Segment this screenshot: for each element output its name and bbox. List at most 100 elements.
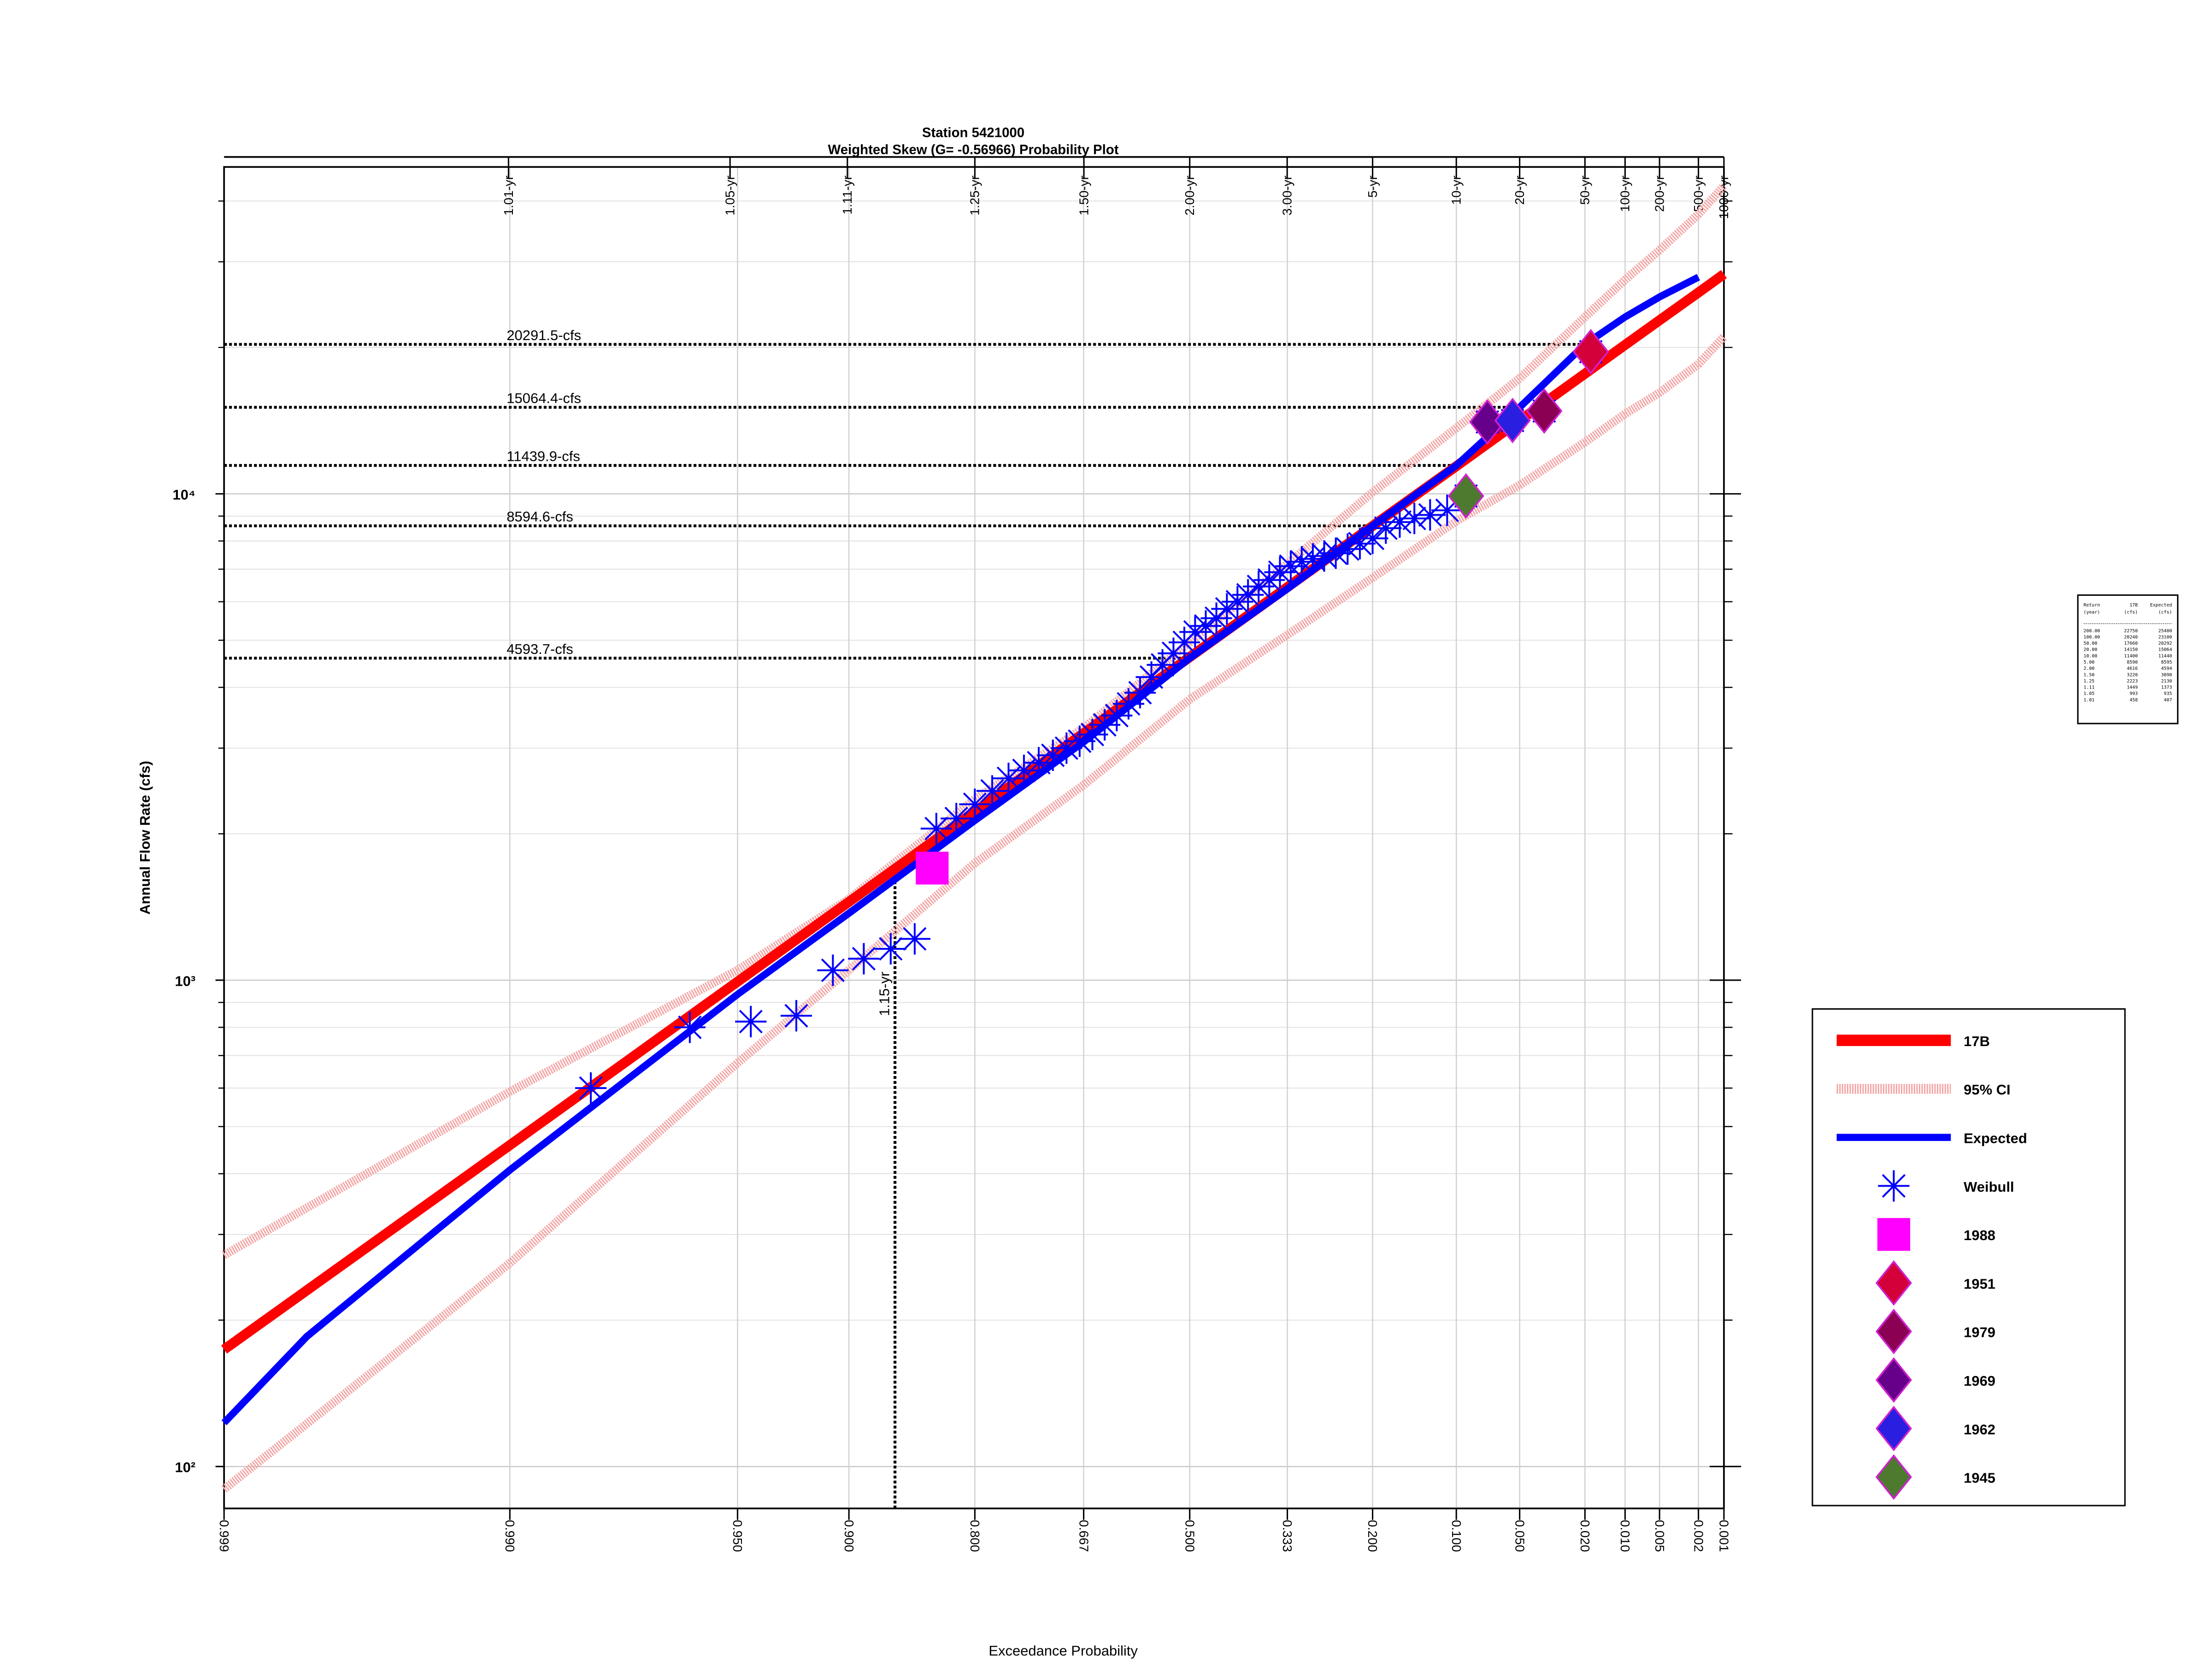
x-tick-label: 0.010: [1618, 1520, 1632, 1552]
weibull-point: [780, 1000, 812, 1032]
x-tick-label: 0.050: [1512, 1520, 1527, 1552]
table-cell: 25400: [2159, 629, 2172, 634]
weibull-point: [1384, 506, 1416, 538]
asterisk-stroke: [1279, 554, 1303, 578]
table-cell: 1.50: [2083, 672, 2094, 677]
legend-label: 1962: [1964, 1421, 1995, 1437]
legend-label: 1945: [1964, 1470, 1995, 1486]
weibull-point: [1357, 523, 1388, 554]
asterisk-stroke: [678, 1015, 702, 1039]
asterisk-stroke: [924, 817, 948, 841]
y-tick-label: 10⁴: [173, 487, 196, 503]
weibull-point: [1064, 725, 1095, 757]
weibull-point: [575, 1072, 607, 1104]
table-cell: 3220: [2127, 672, 2138, 677]
x-tick-label: 0.002: [1691, 1520, 1706, 1552]
table-cell: 2223: [2127, 679, 2138, 684]
table-cell: 3090: [2161, 672, 2172, 677]
table-cell: 935: [2164, 691, 2172, 696]
y-tick-label: 10³: [175, 973, 196, 989]
asterisk-stroke: [1257, 568, 1281, 592]
weibull-point: [1135, 661, 1167, 693]
weibull-point: [1414, 499, 1446, 531]
x-tick-label: 0.100: [1449, 1520, 1464, 1552]
asterisk-stroke: [739, 1010, 763, 1034]
weibull-point: [1112, 688, 1144, 720]
asterisk-stroke: [1374, 516, 1398, 540]
table-cell: 8590: [2127, 660, 2138, 665]
weibull-point: [875, 933, 906, 965]
legend-label: 1969: [1964, 1373, 1995, 1389]
weibull-point: [735, 1006, 767, 1037]
table-cell: 50.00: [2083, 641, 2097, 646]
annotation-label: 15064.4-cfs: [506, 390, 581, 406]
table-cell: 22750: [2124, 629, 2138, 634]
legend-label: 17B: [1964, 1033, 1990, 1049]
y-tick-label: 10²: [175, 1459, 196, 1476]
x-tick-label: 0.950: [730, 1520, 745, 1552]
top-tick-label: 100-yr: [1618, 176, 1632, 212]
top-tick-label: 1.25-yr: [968, 176, 982, 216]
top-tick-label: 1.50-yr: [1077, 176, 1091, 216]
table-cell: 1449: [2127, 685, 2138, 690]
table-cell: 4616: [2127, 666, 2138, 671]
weibull-point: [817, 954, 849, 986]
asterisk-stroke: [944, 806, 968, 830]
diamond-marker: [1447, 473, 1484, 519]
x-tick-label: 0.500: [1182, 1520, 1197, 1552]
table-cell: 1.11: [2083, 685, 2094, 690]
legend-swatch: [1877, 1218, 1911, 1251]
table-header: Expected: [2150, 603, 2172, 608]
x-tick-label: 0.800: [968, 1520, 982, 1552]
table-cell: 2130: [2161, 679, 2172, 684]
x-tick-label: 0.900: [842, 1520, 856, 1552]
top-tick-label: 5-yr: [1365, 176, 1380, 198]
table-header: 17B: [2130, 603, 2138, 608]
asterisk-stroke: [1105, 704, 1129, 728]
x-tick-label: 0.200: [1365, 1520, 1380, 1552]
asterisk-stroke: [903, 927, 927, 951]
table-cell: 100.00: [2083, 635, 2100, 640]
top-tick-label: 2.00-yr: [1182, 176, 1197, 216]
legend-label: Weibull: [1964, 1179, 2014, 1195]
table-cell: 1.05: [2083, 691, 2094, 696]
weibull-point: [1037, 739, 1069, 771]
weibull-point: [993, 762, 1024, 794]
legend-label: Expected: [1964, 1130, 2027, 1147]
asterisk-stroke: [1348, 532, 1372, 556]
x-tick-label: 0.999: [217, 1520, 231, 1552]
weibull-point: [959, 788, 991, 820]
legend-swatch: [1878, 1170, 1910, 1202]
table-cell: 17660: [2124, 641, 2138, 646]
legend-label: 1979: [1964, 1324, 1995, 1341]
table-cell: 200.00: [2083, 629, 2100, 634]
legend-swatch: [1875, 1454, 1912, 1500]
table-cell: 1.25: [2083, 679, 2094, 684]
chart-subtitle: Weighted Skew (G= -0.56966) Probability …: [828, 142, 1118, 157]
asterisk-stroke: [996, 766, 1021, 790]
diamond-marker: [1572, 329, 1609, 375]
annotation-label: 8594.6-cfs: [506, 509, 573, 525]
asterisk-stroke: [1402, 506, 1426, 530]
table-cell: 14150: [2124, 647, 2138, 653]
series-line: [221, 274, 1700, 1425]
top-tick-label: 3.00-yr: [1280, 176, 1294, 216]
square-marker: [916, 852, 949, 885]
x-tick-label: 0.001: [1717, 1520, 1731, 1552]
asterisk-stroke: [852, 947, 876, 971]
table-cell: 23100: [2159, 635, 2172, 640]
y-axis-label: Annual Flow Rate (cfs): [137, 761, 153, 915]
table-cell: 15064: [2159, 647, 2172, 653]
legend-box: [1812, 1008, 2126, 1506]
asterisk-stroke: [963, 792, 987, 816]
table-cell: 1373: [2161, 685, 2172, 690]
asterisk-stroke: [1194, 614, 1218, 638]
table-cell: 10.00: [2083, 653, 2097, 659]
weibull-point: [976, 775, 1008, 807]
legend-swatch: [1875, 1308, 1912, 1354]
table-cell: 5.00: [2083, 660, 2094, 665]
asterisk-stroke: [879, 937, 903, 961]
return-table-box: [2077, 594, 2179, 724]
asterisk-stroke: [579, 1076, 603, 1100]
top-tick-label: 20-yr: [1512, 176, 1527, 205]
